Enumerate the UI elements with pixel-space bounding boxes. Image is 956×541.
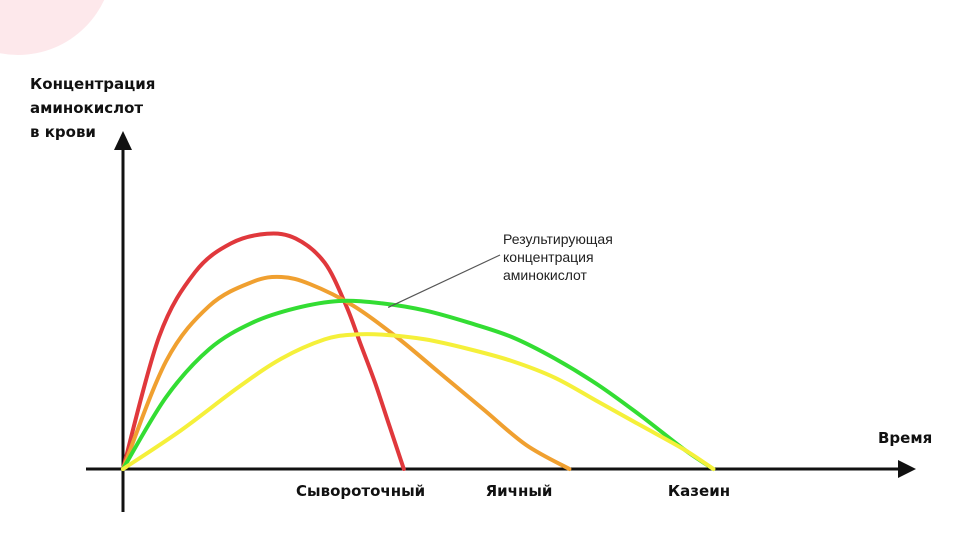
series-layer xyxy=(121,231,716,471)
y-axis-label: Концентрация аминокислот в крови xyxy=(30,72,155,144)
y-axis-label-line-1: Концентрация xyxy=(30,75,156,93)
x-axis-label: Время xyxy=(878,429,933,447)
annotation-line-2: концентрация xyxy=(503,249,594,265)
series-line-egg xyxy=(121,274,572,471)
series-line-whey xyxy=(121,231,406,471)
y-axis-label-line-3: в крови xyxy=(30,123,96,141)
annotation-line-3: аминокислот xyxy=(503,267,587,283)
x-category-label-whey: Сывороточный xyxy=(296,482,426,500)
corner-decoration xyxy=(0,0,105,55)
y-axis-label-line-2: аминокислот xyxy=(30,99,144,117)
chart-axes xyxy=(86,131,916,512)
y-axis-arrowhead xyxy=(114,131,132,150)
annotation-line-1: Результирующая xyxy=(503,231,613,247)
x-category-label-casein: Казеин xyxy=(667,482,731,500)
series-line-casein xyxy=(121,332,716,471)
series-line-result xyxy=(121,298,716,471)
x-category-label-egg: Яичный xyxy=(485,482,553,500)
annotation-pointer xyxy=(387,254,501,308)
annotation-text: Результирующая концентрация аминокислот xyxy=(503,230,613,284)
x-axis-arrowhead xyxy=(898,460,916,478)
